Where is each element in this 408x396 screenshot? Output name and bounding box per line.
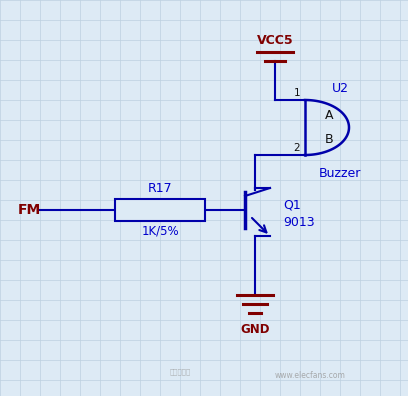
Text: B: B <box>325 133 333 146</box>
Text: 9013: 9013 <box>283 215 315 228</box>
Text: R17: R17 <box>148 182 172 195</box>
Text: www.elecfans.com: www.elecfans.com <box>275 371 346 380</box>
Text: VCC5: VCC5 <box>257 34 293 47</box>
Text: U2: U2 <box>332 82 349 95</box>
Text: A: A <box>325 109 333 122</box>
Text: GND: GND <box>240 323 270 336</box>
Text: 1K/5%: 1K/5% <box>141 225 179 238</box>
FancyBboxPatch shape <box>115 199 205 221</box>
Text: 1: 1 <box>293 88 300 98</box>
Text: Q1: Q1 <box>283 198 301 211</box>
Text: 2: 2 <box>293 143 300 153</box>
Text: Buzzer: Buzzer <box>319 167 361 180</box>
Text: FM: FM <box>18 203 41 217</box>
Text: 电子发烧友: 电子发烧友 <box>169 368 191 375</box>
